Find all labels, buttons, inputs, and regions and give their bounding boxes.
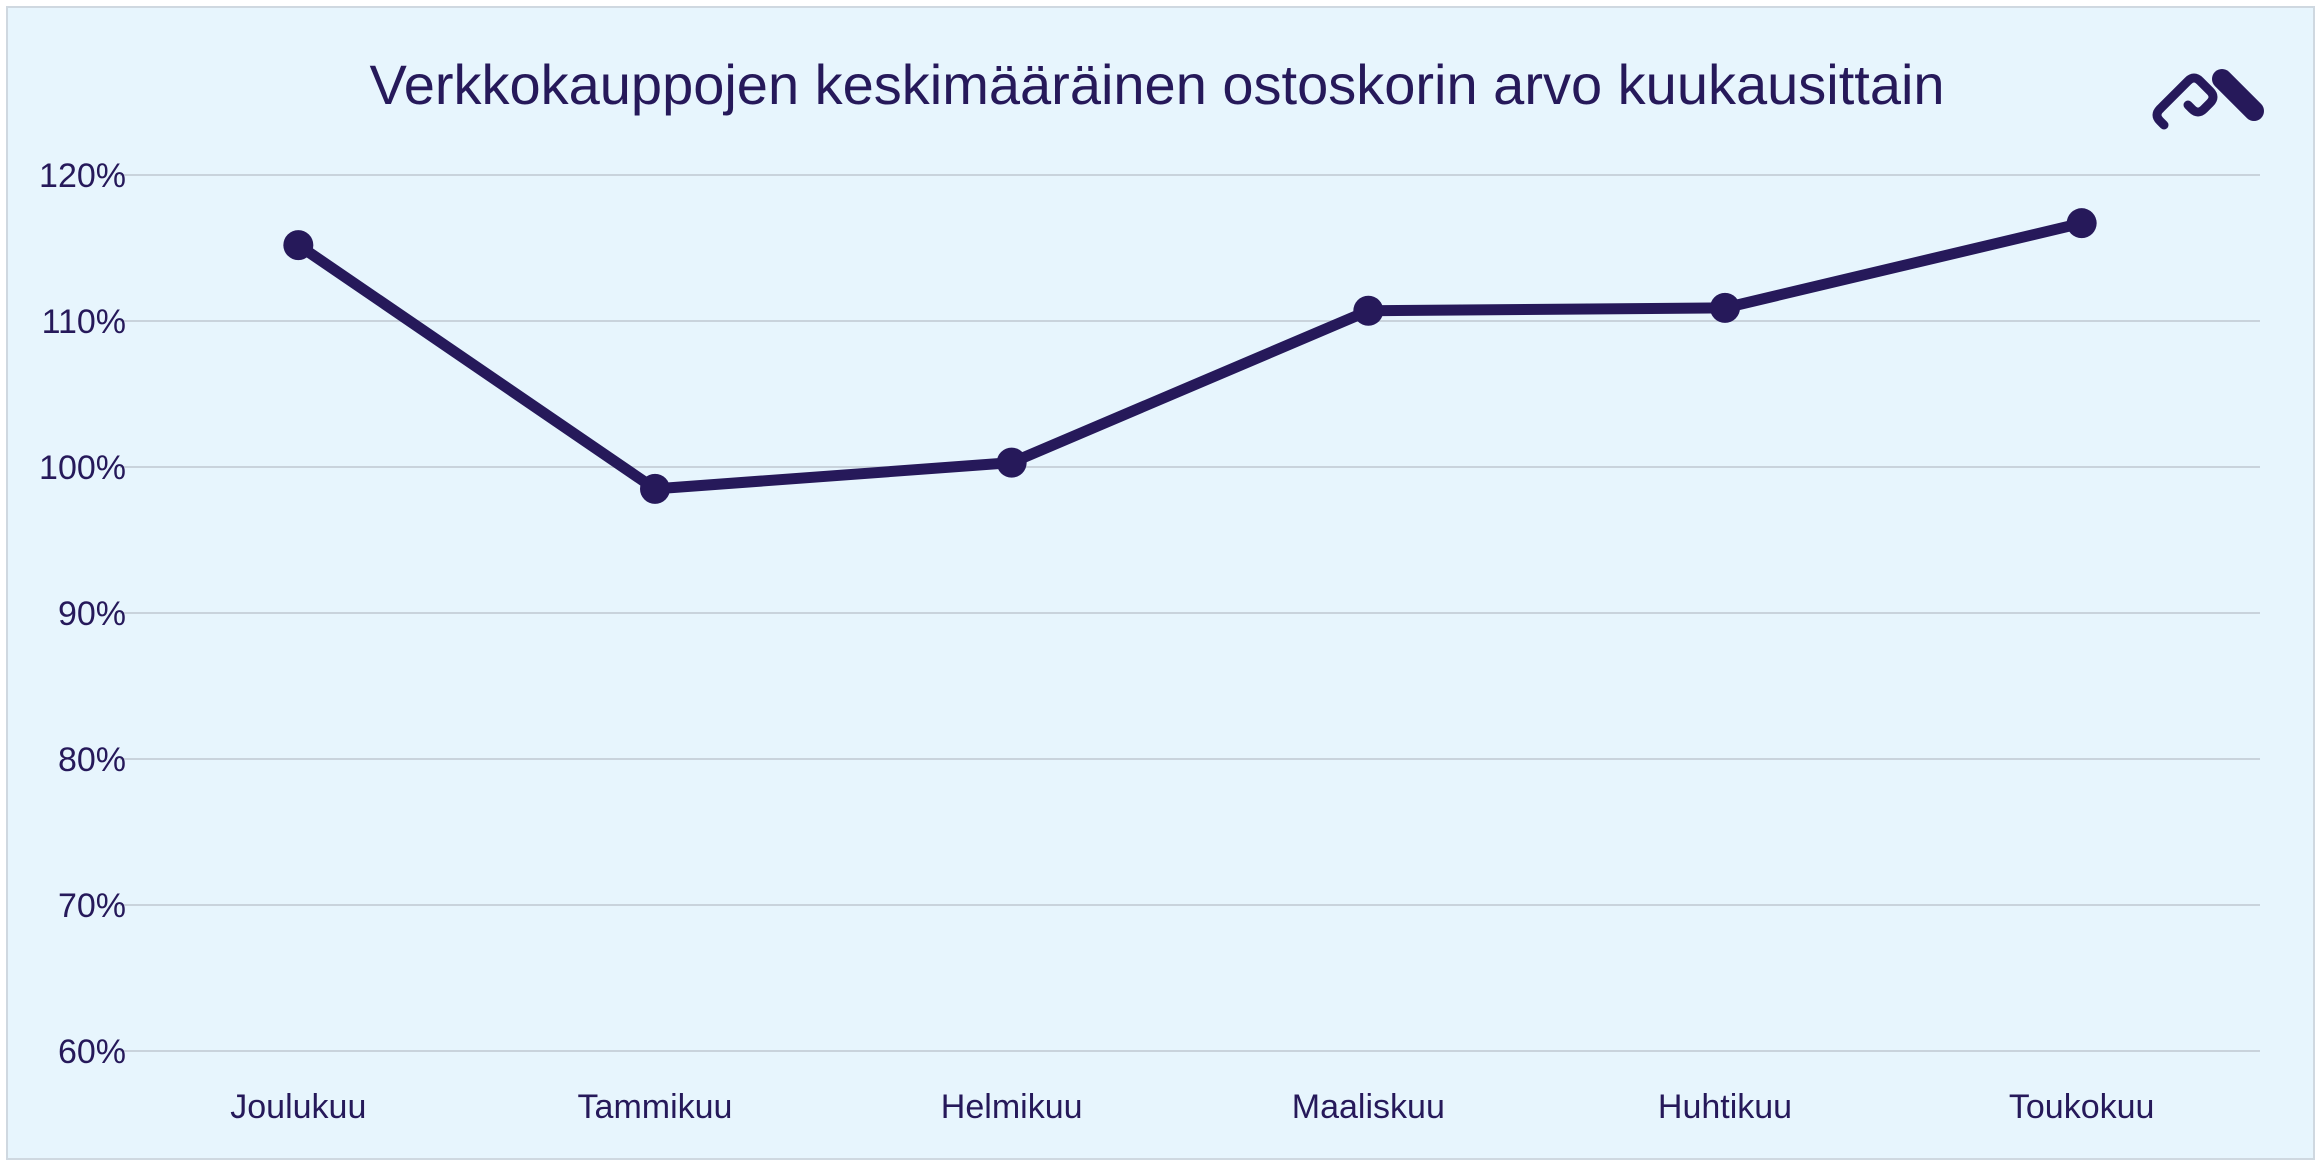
y-tick-label: 110% xyxy=(42,303,126,341)
y-axis-tick-labels: 60% 70% 80% 90% 100% 110% 120% xyxy=(39,157,126,1071)
y-tick-label: 80% xyxy=(58,741,126,779)
data-point xyxy=(640,473,670,504)
y-tick-label: 70% xyxy=(58,887,126,925)
data-point xyxy=(2066,208,2097,239)
x-tick-label: Helmikuu xyxy=(941,1088,1083,1126)
chart-container: Verkkokauppojen keskimääräinen ostoskori… xyxy=(6,6,2315,1160)
data-point xyxy=(996,447,1027,478)
x-axis-tick-labels: Joulukuu Tammikuu Helmikuu Maaliskuu Huhtiku… xyxy=(230,1088,2154,1126)
x-tick-label: Tammikuu xyxy=(578,1088,733,1126)
data-point xyxy=(283,230,314,261)
gridlines xyxy=(120,174,2260,1052)
x-tick-label: Joulukuu xyxy=(230,1088,366,1126)
y-tick-label: 100% xyxy=(39,449,126,487)
y-tick-label: 120% xyxy=(39,157,126,195)
y-tick-label: 60% xyxy=(58,1033,126,1071)
series-line xyxy=(292,217,2088,495)
data-point xyxy=(1353,295,1384,326)
x-tick-label: Maaliskuu xyxy=(1292,1088,1445,1126)
series xyxy=(283,208,2097,504)
data-point xyxy=(1710,292,1740,323)
x-tick-label: Toukokuu xyxy=(2009,1088,2155,1126)
chart-title: Verkkokauppojen keskimääräinen ostoskori… xyxy=(369,53,1944,116)
line-chart: Verkkokauppojen keskimääräinen ostoskori… xyxy=(39,53,2264,1126)
y-tick-label: 90% xyxy=(58,595,126,633)
brand-logo-icon xyxy=(2152,69,2264,130)
x-tick-label: Huhtikuu xyxy=(1658,1088,1792,1126)
